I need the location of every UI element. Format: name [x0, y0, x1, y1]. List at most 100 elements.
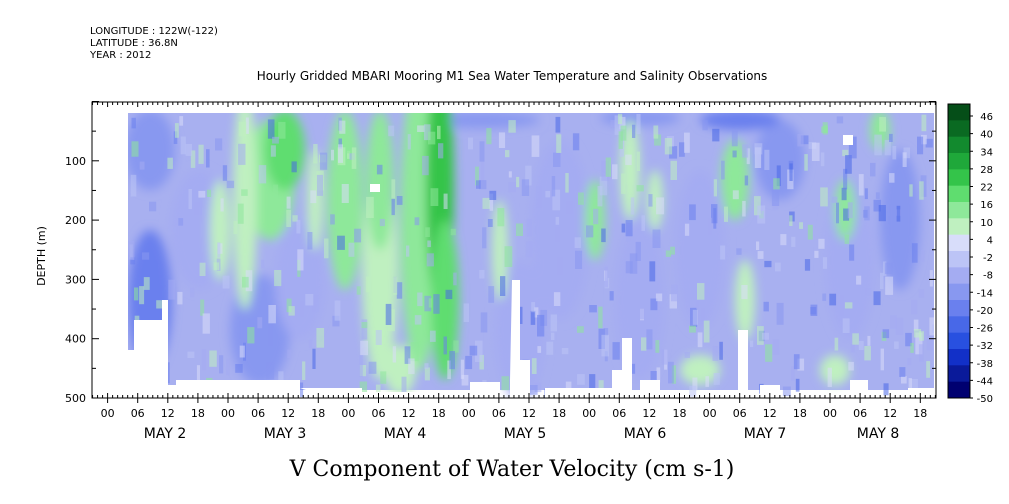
latitude-label: LATITUDE : 36.8N [90, 38, 178, 49]
colorbar-label: 28 [980, 165, 993, 176]
colorbar-label: 34 [980, 147, 993, 158]
variable-title: V Component of Water Velocity (cm s-1) [289, 457, 735, 482]
x-tick-label: 06 [372, 407, 386, 420]
field-patch-negative [755, 120, 805, 200]
x-tick-label: 18 [793, 407, 807, 420]
colorbar-label: -26 [977, 324, 993, 335]
field-patch-positive [721, 140, 749, 220]
x-tick-label: 18 [311, 407, 325, 420]
colorbar-label: -44 [977, 376, 993, 387]
field-patch-positive [680, 355, 720, 385]
field-patch-negative [700, 110, 780, 130]
x-tick-label: 06 [251, 407, 265, 420]
colorbar-swatch [948, 381, 970, 399]
x-tick-label: 18 [432, 407, 446, 420]
x-tick-label: 12 [161, 407, 175, 420]
colorbar-label: -8 [983, 271, 993, 282]
x-tick-label: 18 [191, 407, 205, 420]
field-speckle [128, 113, 936, 398]
x-date-label: MAY 6 [624, 426, 667, 442]
x-tick-label: 12 [763, 407, 777, 420]
x-tick-label: 12 [883, 407, 897, 420]
x-date-label: MAY 7 [744, 426, 786, 442]
x-date-label: MAY 3 [264, 426, 306, 442]
colorbar: 46 40 34 28 22 16 10 4 -2 -8 -14 -20 -26 -32 -38 -44 -50 [947, 103, 993, 405]
colorbar-label: -32 [977, 341, 993, 352]
field-patch-positive [210, 180, 230, 280]
field-patch-positive [820, 355, 850, 385]
colorbar-label: -50 [977, 394, 993, 405]
colorbar-swatch [948, 234, 970, 252]
longitude-label: LONGITUDE : 122W(-122) [90, 26, 218, 37]
frame-ticks [92, 102, 936, 398]
field-patch-negative [675, 170, 725, 330]
colorbar-label: 16 [980, 200, 993, 211]
x-tick-label: 12 [642, 407, 656, 420]
x-axis: 00 06 12 18 00 06 12 18 00 06 12 18 00 06 12 18 00 06 12 18… [101, 398, 927, 442]
x-tick-label: 00 [341, 407, 355, 420]
x-tick-label: 18 [913, 407, 927, 420]
colorbar-label: -2 [983, 253, 993, 264]
x-date-label: MAY 4 [384, 426, 427, 442]
y-tick-label: 100 [65, 155, 86, 168]
colorbar-swatch [948, 365, 970, 383]
colorbar-swatch [948, 202, 970, 219]
x-tick-label: 00 [101, 407, 115, 420]
colorbar-swatch [948, 300, 970, 317]
colorbar-label: -14 [977, 288, 993, 299]
x-tick-label: 06 [853, 407, 867, 420]
y-tick-label: 200 [65, 214, 86, 227]
colorbar-label: -38 [977, 359, 993, 370]
colorbar-swatch [948, 332, 970, 350]
colorbar-swatch [948, 169, 970, 187]
field-patch-positive [735, 260, 755, 340]
x-date-label: MAY 2 [144, 426, 186, 442]
field-patch-positive [647, 170, 663, 230]
colorbar-swatch [948, 218, 970, 236]
colorbar-label: 10 [980, 218, 993, 229]
colorbar-label: 22 [980, 183, 993, 194]
x-tick-label: 12 [402, 407, 416, 420]
x-tick-label: 00 [221, 407, 235, 420]
x-tick-label: 00 [823, 407, 837, 420]
colorbar-swatch [948, 251, 970, 268]
x-tick-label: 12 [522, 407, 536, 420]
colorbar-swatch [948, 136, 970, 154]
colorbar-swatch [948, 120, 970, 138]
x-date-label: MAY 5 [504, 426, 546, 442]
colorbar-label: 40 [980, 130, 993, 141]
y-tick-label: 400 [65, 333, 86, 346]
x-tick-label: 06 [733, 407, 747, 420]
x-tick-label: 00 [582, 407, 596, 420]
colorbar-label: 4 [987, 235, 993, 246]
colorbar-label: -20 [977, 306, 993, 317]
x-tick-label: 18 [552, 407, 566, 420]
colorbar-frame [947, 103, 971, 399]
x-date-label: MAY 8 [857, 426, 899, 442]
field-missing-data [92, 102, 936, 398]
field-patch-positive [431, 220, 459, 380]
x-tick-label: 06 [131, 407, 145, 420]
colorbar-swatch [948, 283, 970, 301]
y-tick-label: 300 [65, 273, 86, 286]
y-axis-label: DEPTH (m) [35, 226, 48, 286]
x-tick-label: 00 [703, 407, 717, 420]
colorbar-swatch [948, 267, 970, 285]
x-tick-label: 18 [673, 407, 687, 420]
colorbar-swatch [948, 104, 970, 121]
colorbar-swatch [948, 349, 970, 366]
y-tick-label: 500 [65, 392, 86, 405]
colorbar-swatch [948, 185, 970, 203]
plot-title: Hourly Gridded MBARI Mooring M1 Sea Wate… [257, 69, 768, 83]
year-label: YEAR : 2012 [90, 50, 152, 61]
colorbar-swatch [948, 316, 970, 334]
x-tick-label: 12 [281, 407, 295, 420]
velocity-field [92, 102, 936, 398]
y-axis: 100 200 300 400 500 [65, 101, 936, 405]
colorbar-label: 46 [980, 112, 993, 123]
field-patch-positive [620, 120, 640, 220]
x-tick-label: 06 [612, 407, 626, 420]
x-tick-label: 06 [492, 407, 506, 420]
x-tick-label: 00 [462, 407, 476, 420]
